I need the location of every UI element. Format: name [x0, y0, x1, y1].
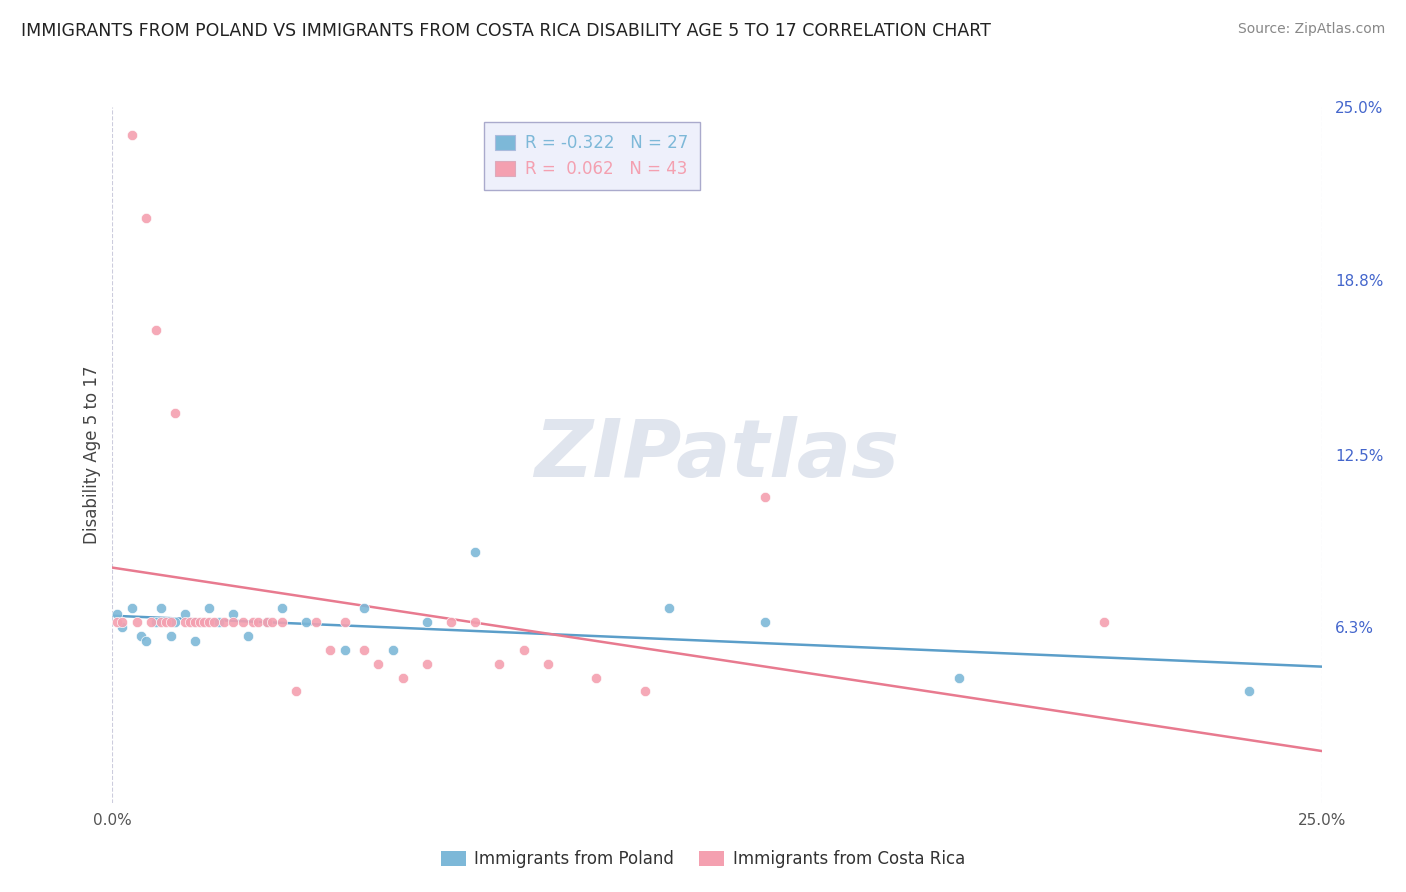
Point — [145, 323, 167, 337]
Point — [236, 629, 259, 643]
Point — [159, 629, 181, 643]
Point — [256, 615, 278, 629]
Point — [440, 615, 463, 629]
Y-axis label: Disability Age 5 to 17: Disability Age 5 to 17 — [83, 366, 101, 544]
Point — [512, 642, 534, 657]
Point — [270, 615, 292, 629]
Point — [285, 684, 308, 698]
Point — [242, 615, 264, 629]
Point — [121, 601, 143, 615]
Point — [333, 615, 356, 629]
Point — [246, 615, 269, 629]
Point — [155, 615, 177, 629]
Point — [183, 615, 205, 629]
Point — [198, 615, 221, 629]
Point — [1092, 615, 1115, 629]
Point — [208, 615, 231, 629]
Point — [658, 601, 681, 615]
Point — [754, 490, 776, 504]
Point — [222, 615, 245, 629]
Point — [105, 607, 128, 621]
Point — [948, 671, 970, 685]
Point — [174, 607, 197, 621]
Point — [488, 657, 510, 671]
Point — [382, 642, 405, 657]
Point — [232, 615, 254, 629]
Point — [537, 657, 560, 671]
Point — [353, 601, 375, 615]
Point — [105, 615, 128, 629]
Point — [193, 615, 215, 629]
Point — [295, 615, 318, 629]
Text: IMMIGRANTS FROM POLAND VS IMMIGRANTS FROM COSTA RICA DISABILITY AGE 5 TO 17 CORR: IMMIGRANTS FROM POLAND VS IMMIGRANTS FRO… — [21, 22, 991, 40]
Point — [135, 211, 157, 226]
Point — [212, 615, 235, 629]
Legend: R = -0.322   N = 27, R =  0.062   N = 43: R = -0.322 N = 27, R = 0.062 N = 43 — [484, 122, 700, 190]
Point — [202, 615, 225, 629]
Point — [165, 615, 187, 629]
Point — [633, 684, 655, 698]
Legend: Immigrants from Poland, Immigrants from Costa Rica: Immigrants from Poland, Immigrants from … — [434, 844, 972, 875]
Point — [111, 615, 134, 629]
Point — [464, 615, 486, 629]
Point — [333, 642, 356, 657]
Point — [416, 657, 439, 671]
Point — [179, 615, 201, 629]
Point — [416, 615, 439, 629]
Point — [198, 601, 221, 615]
Point — [1237, 684, 1260, 698]
Point — [131, 629, 153, 643]
Point — [125, 615, 148, 629]
Point — [754, 615, 776, 629]
Point — [141, 615, 163, 629]
Point — [135, 634, 157, 648]
Text: Source: ZipAtlas.com: Source: ZipAtlas.com — [1237, 22, 1385, 37]
Point — [222, 607, 245, 621]
Point — [183, 634, 205, 648]
Point — [111, 620, 134, 634]
Point — [159, 615, 181, 629]
Point — [256, 615, 278, 629]
Point — [304, 615, 326, 629]
Point — [165, 406, 187, 420]
Point — [391, 671, 413, 685]
Point — [464, 545, 486, 559]
Point — [319, 642, 342, 657]
Point — [149, 615, 172, 629]
Point — [149, 601, 172, 615]
Point — [367, 657, 389, 671]
Point — [270, 601, 292, 615]
Point — [353, 642, 375, 657]
Point — [262, 615, 284, 629]
Point — [145, 615, 167, 629]
Point — [121, 128, 143, 142]
Point — [585, 671, 607, 685]
Text: ZIPatlas: ZIPatlas — [534, 416, 900, 494]
Point — [174, 615, 197, 629]
Point — [188, 615, 211, 629]
